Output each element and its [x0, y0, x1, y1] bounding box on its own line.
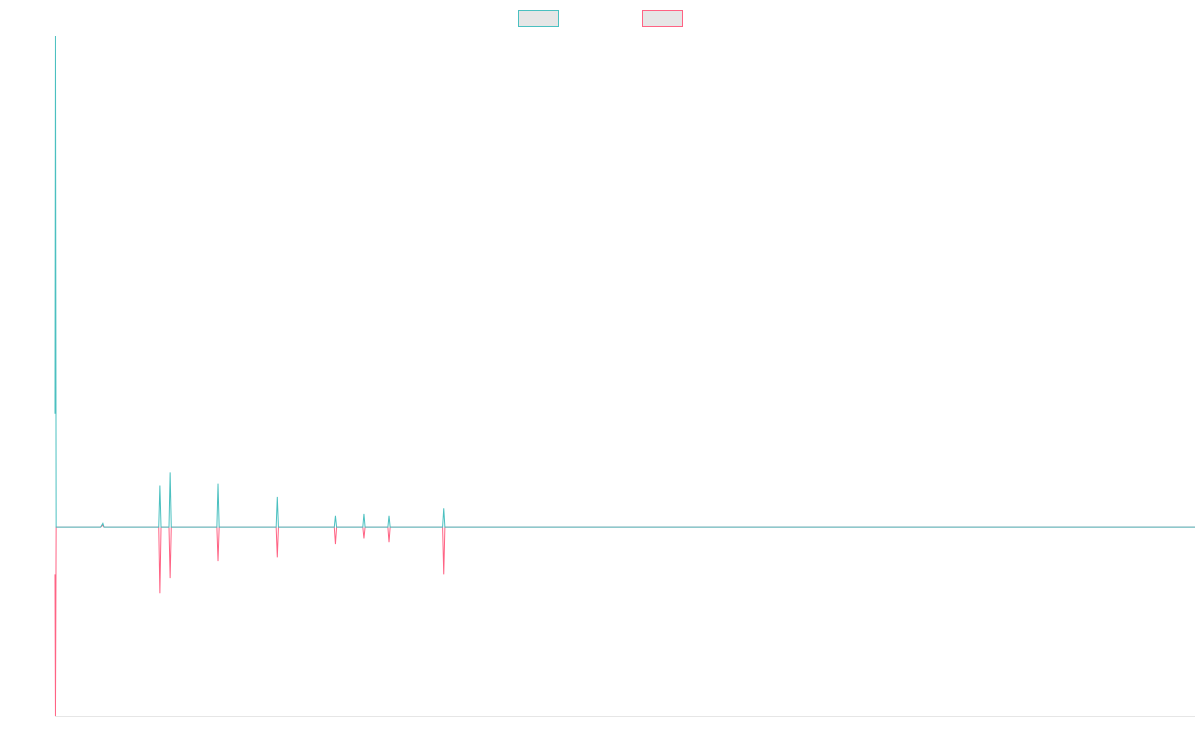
series-line-1: [54, 35, 1195, 528]
series-group: [54, 35, 1195, 717]
legend-swatch-1[interactable]: [518, 10, 559, 27]
legend-swatch-2[interactable]: [642, 10, 683, 27]
legend[interactable]: [518, 10, 683, 27]
series-line-2: [54, 524, 1195, 717]
